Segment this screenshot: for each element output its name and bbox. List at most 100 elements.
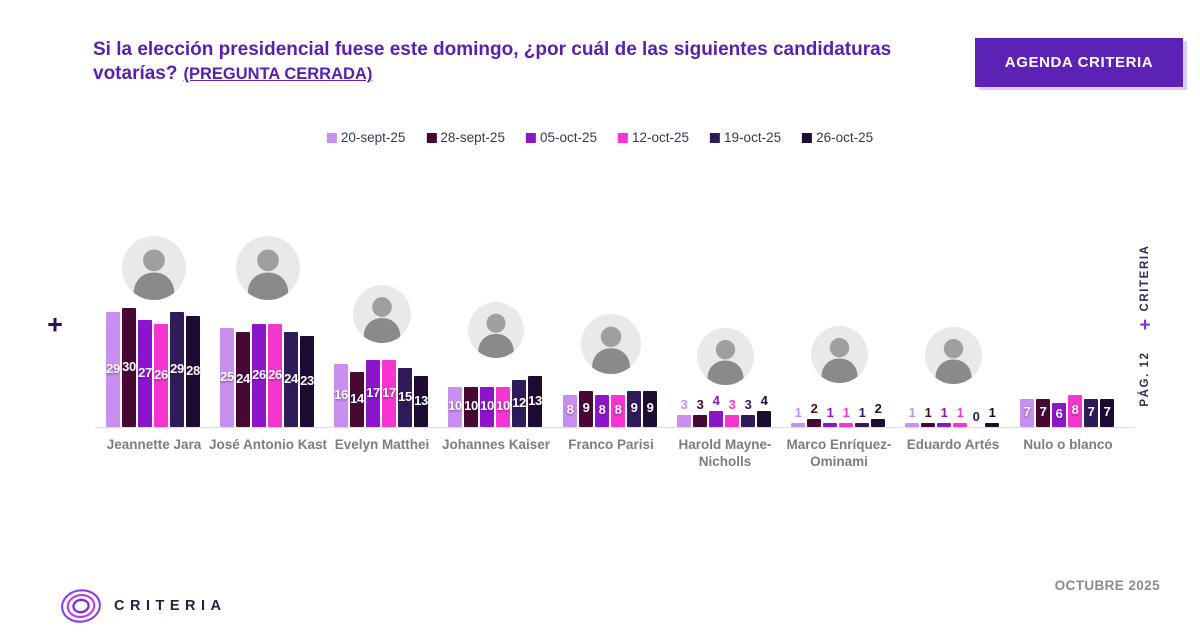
bar-value-28-sept-25-cat3: 10 bbox=[464, 398, 478, 413]
bar-value-19-oct-25-cat4: 9 bbox=[630, 400, 638, 415]
bar-value-28-sept-25-cat4: 9 bbox=[582, 400, 590, 415]
bar-value-05-oct-25-cat3: 10 bbox=[480, 398, 494, 413]
bar-value-28-sept-25-cat7: 1 bbox=[924, 405, 932, 420]
bar-value-20-sept-25-cat6: 1 bbox=[794, 405, 802, 420]
bar-value-19-oct-25-cat0: 29 bbox=[170, 360, 184, 376]
legend-item-20-sept-25[interactable]: 20-sept-25 bbox=[326, 130, 406, 145]
bar-26-oct-25-cat2 bbox=[414, 376, 428, 427]
bar-12-oct-25-cat2 bbox=[382, 360, 396, 427]
bar-05-oct-25-cat2 bbox=[366, 360, 380, 427]
bar-value-05-oct-25-cat0: 27 bbox=[138, 364, 152, 380]
bar-value-28-sept-25-cat2: 14 bbox=[350, 390, 364, 406]
bar-28-sept-25-cat8 bbox=[1036, 399, 1050, 427]
bar-value-05-oct-25-cat1: 26 bbox=[252, 366, 266, 382]
question-text: Si la elección presidencial fuese este d… bbox=[93, 39, 892, 85]
bar-19-oct-25-cat8 bbox=[1084, 399, 1098, 427]
bar-value-26-oct-25-cat8: 7 bbox=[1103, 404, 1111, 419]
bar-26-oct-25-cat8 bbox=[1100, 399, 1114, 427]
page-number: PÁG. 12 bbox=[1139, 351, 1151, 407]
bar-value-12-oct-25-cat2: 17 bbox=[382, 384, 396, 400]
category-label-cat7: Eduardo Artés bbox=[906, 437, 1000, 452]
legend-swatch-icon bbox=[710, 132, 721, 143]
legend: 20-sept-25 28-sept-25 05-oct-25 12-oct-25 19… bbox=[326, 130, 873, 145]
bar-value-12-oct-25-cat6: 1 bbox=[842, 405, 850, 420]
legend-swatch-icon bbox=[618, 132, 628, 143]
bar-19-oct-25-cat1 bbox=[284, 332, 298, 427]
bar-value-28-sept-25-cat5: 3 bbox=[696, 397, 704, 412]
candidate-photo-cat3 bbox=[468, 302, 524, 363]
bar-value-26-oct-25-cat2: 13 bbox=[414, 392, 428, 408]
bar-26-oct-25-cat7 bbox=[985, 423, 999, 427]
bar-value-28-sept-25-cat0: 30 bbox=[122, 358, 136, 374]
bar-value-26-oct-25-cat6: 2 bbox=[874, 401, 882, 416]
candidate-photo-cat1 bbox=[236, 236, 300, 305]
plus-decoration-right: + bbox=[1139, 315, 1151, 336]
bar-26-oct-25-cat0 bbox=[186, 316, 200, 427]
legend-item-28-sept-25[interactable]: 28-sept-25 bbox=[426, 130, 505, 145]
bar-value-19-oct-25-cat6: 1 bbox=[858, 405, 866, 420]
bar-19-oct-25-cat2 bbox=[398, 368, 412, 427]
bar-26-oct-25-cat6 bbox=[871, 419, 885, 427]
bar-value-19-oct-25-cat7: 0 bbox=[972, 409, 980, 424]
bar-05-oct-25-cat5 bbox=[709, 411, 723, 427]
bar-12-oct-25-cat5 bbox=[725, 415, 739, 427]
bar-05-oct-25-cat1 bbox=[252, 324, 266, 427]
bar-value-26-oct-25-cat3: 13 bbox=[528, 392, 542, 408]
legend-label: 12-oct-25 bbox=[632, 130, 690, 145]
bar-value-05-oct-25-cat5: 4 bbox=[712, 393, 720, 408]
candidate-photo-cat0 bbox=[122, 236, 186, 305]
category-label-cat1: José Antonio Kast bbox=[208, 437, 327, 452]
bar-28-sept-25-cat5 bbox=[693, 415, 707, 427]
bar-20-sept-25-cat0 bbox=[106, 312, 120, 427]
bar-26-oct-25-cat3 bbox=[528, 376, 542, 427]
bar-value-19-oct-25-cat8: 7 bbox=[1087, 404, 1095, 419]
category-label-cat0: Jeannette Jara bbox=[106, 437, 202, 452]
agenda-criteria-button[interactable]: AGENDA CRITERIA bbox=[975, 38, 1183, 87]
category-label-cat8: Nulo o blanco bbox=[1023, 437, 1113, 452]
category-label-cat3: Johannes Kaiser bbox=[441, 437, 551, 452]
bar-value-12-oct-25-cat5: 3 bbox=[728, 397, 736, 412]
pregunta-cerrada-link[interactable]: (PREGUNTA CERRADA) bbox=[183, 65, 373, 84]
legend-label: 28-sept-25 bbox=[440, 130, 505, 145]
bar-value-12-oct-25-cat4: 8 bbox=[614, 402, 622, 417]
category-label-cat2: Evelyn Matthei bbox=[334, 437, 430, 452]
bar-value-20-sept-25-cat0: 29 bbox=[106, 360, 120, 376]
bar-12-oct-25-cat0 bbox=[154, 324, 168, 427]
criteria-logo-icon bbox=[61, 589, 101, 623]
legend-item-12-oct-25[interactable]: 12-oct-25 bbox=[618, 130, 689, 145]
bar-26-oct-25-cat1 bbox=[300, 336, 314, 427]
bar-12-oct-25-cat7 bbox=[953, 423, 967, 427]
axis-baseline bbox=[95, 427, 1135, 428]
bar-20-sept-25-cat2 bbox=[334, 364, 348, 427]
bar-value-26-oct-25-cat0: 28 bbox=[186, 362, 200, 378]
legend-item-26-oct-25[interactable]: 26-oct-25 bbox=[802, 130, 873, 145]
category-label-cat4: Franco Parisi bbox=[568, 437, 654, 452]
legend-swatch-icon bbox=[326, 132, 337, 143]
legend-label: 20-sept-25 bbox=[340, 130, 406, 145]
bar-20-sept-25-cat5 bbox=[677, 415, 691, 427]
legend-item-05-oct-25[interactable]: 05-oct-25 bbox=[525, 130, 597, 145]
bar-12-oct-25-cat4 bbox=[611, 395, 625, 427]
bar-value-05-oct-25-cat6: 1 bbox=[826, 405, 834, 420]
legend-swatch-icon bbox=[426, 132, 437, 143]
bar-value-26-oct-25-cat1: 23 bbox=[300, 372, 314, 388]
bar-value-20-sept-25-cat5: 3 bbox=[680, 397, 688, 412]
bar-value-05-oct-25-cat2: 17 bbox=[366, 384, 380, 400]
bar-value-19-oct-25-cat2: 15 bbox=[398, 388, 412, 404]
plus-decoration-left: + bbox=[47, 309, 63, 340]
candidate-photo-cat5 bbox=[696, 327, 754, 390]
bar-value-05-oct-25-cat7: 1 bbox=[940, 405, 948, 420]
candidate-photo-cat2 bbox=[353, 285, 411, 348]
bar-05-oct-25-cat8 bbox=[1052, 403, 1066, 427]
criteria-logo: CRITERIA bbox=[60, 588, 226, 624]
bar-value-12-oct-25-cat8: 8 bbox=[1071, 402, 1079, 417]
legend-item-19-oct-25[interactable]: 19-oct-25 bbox=[710, 130, 781, 145]
bar-value-20-sept-25-cat2: 16 bbox=[334, 386, 348, 402]
legend-label: 19-oct-25 bbox=[724, 130, 782, 145]
legend-swatch-icon bbox=[802, 132, 813, 143]
bar-value-20-sept-25-cat3: 10 bbox=[448, 398, 462, 413]
bar-20-sept-25-cat6 bbox=[791, 423, 805, 427]
bar-19-oct-25-cat4 bbox=[627, 391, 641, 427]
bar-05-oct-25-cat4 bbox=[595, 395, 609, 427]
